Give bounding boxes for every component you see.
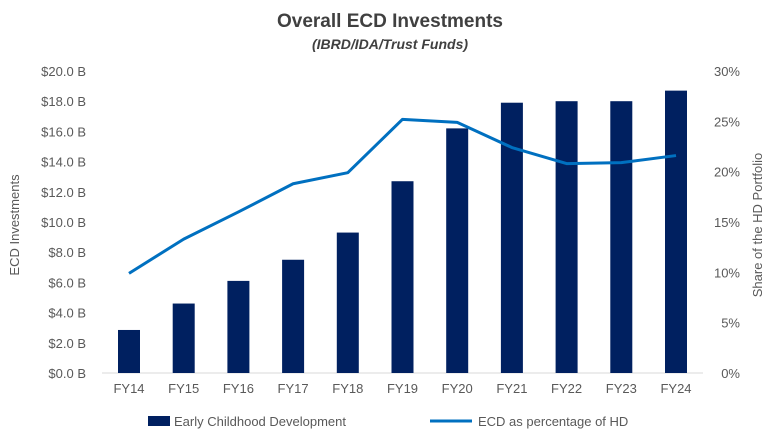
- x-tick-label: FY17: [278, 381, 309, 396]
- x-tick-label: FY20: [442, 381, 473, 396]
- legend-bar-swatch: [148, 416, 170, 426]
- legend: Early Childhood Development ECD as perce…: [148, 414, 628, 429]
- legend-bar-label: Early Childhood Development: [174, 414, 346, 429]
- y-axis-title: ECD Investments: [7, 174, 22, 276]
- chart-title: Overall ECD Investments: [277, 11, 503, 32]
- y-tick-label: $18.0 B: [41, 94, 86, 109]
- bar-FY23: [610, 101, 633, 373]
- y-tick-label: $12.0 B: [41, 185, 86, 200]
- y-tick-label: $16.0 B: [41, 124, 86, 139]
- bar-FY22: [555, 101, 578, 373]
- bar-FY21: [500, 102, 523, 374]
- y-tick-label: $0.0 B: [48, 366, 86, 381]
- x-tick-label: FY23: [606, 381, 637, 396]
- y-tick-label: $10.0 B: [41, 215, 86, 230]
- y-tick-label: $8.0 B: [48, 245, 86, 260]
- y2-tick-label: 0%: [721, 366, 740, 381]
- y-tick-label: $4.0 B: [48, 306, 86, 321]
- bar-FY20: [446, 128, 469, 373]
- y-tick-label: $2.0 B: [48, 336, 86, 351]
- bar-FY18: [336, 232, 359, 373]
- bar-FY14: [118, 329, 140, 373]
- x-tick-label: FY16: [223, 381, 254, 396]
- y2-tick-label: 10%: [714, 265, 740, 280]
- x-tick-label: FY15: [168, 381, 199, 396]
- x-tick-label: FY22: [551, 381, 582, 396]
- x-tick-label: FY24: [660, 381, 691, 396]
- bar-FY15: [172, 303, 195, 373]
- y-tick-label: $6.0 B: [48, 275, 86, 290]
- y-tick-label: $20.0 B: [41, 64, 86, 79]
- x-tick-label: FY14: [113, 381, 144, 396]
- bar-FY17: [282, 259, 305, 373]
- bar-FY19: [391, 181, 414, 373]
- y2-tick-label: 5%: [721, 316, 740, 331]
- legend-line-label: ECD as percentage of HD: [478, 414, 628, 429]
- y2-tick-label: 30%: [714, 64, 740, 79]
- x-tick-label: FY18: [332, 381, 363, 396]
- bar-FY16: [227, 280, 250, 373]
- y2-axis-title: Share of the HD Portfolio: [750, 153, 765, 298]
- y2-tick-label: 25%: [714, 114, 740, 129]
- chart-subtitle: (IBRD/IDA/Trust Funds): [312, 36, 468, 52]
- x-tick-label: FY21: [496, 381, 527, 396]
- y2-tick-label: 20%: [714, 165, 740, 180]
- y2-tick-label: 15%: [714, 215, 740, 230]
- x-tick-label: FY19: [387, 381, 418, 396]
- bar-FY24: [665, 90, 687, 373]
- y-tick-label: $14.0 B: [41, 155, 86, 170]
